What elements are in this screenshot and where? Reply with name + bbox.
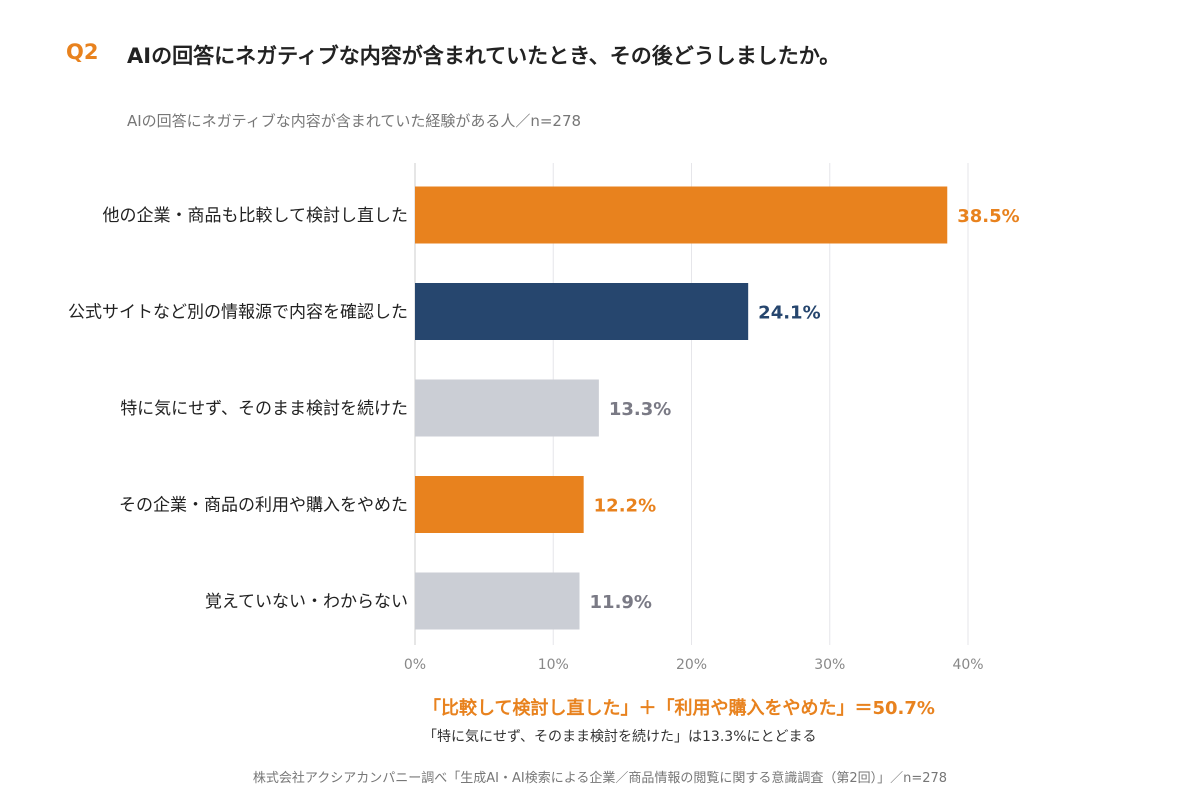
category-label: 公式サイトなど別の情報源で内容を確認した xyxy=(68,303,408,323)
x-tick-label: 10% xyxy=(538,657,569,673)
chart-title: AIの回答にネガティブな内容が含まれていたとき、その後どうしましたか。 xyxy=(127,44,841,68)
category-label: 覚えていない・わからない xyxy=(205,592,408,612)
x-tick-label: 40% xyxy=(952,657,983,673)
data-label: 38.5% xyxy=(957,206,1019,227)
chart-subtitle: AIの回答にネガティブな内容が含まれていた経験がある人／n=278 xyxy=(127,112,582,130)
category-label: 特に気にせず、そのまま検討を続けた xyxy=(120,399,408,419)
data-label: 13.3% xyxy=(609,399,671,420)
summary-text: 「比較して検討し直した」＋「利用や購入をやめた」＝50.7% xyxy=(423,698,935,719)
data-label: 12.2% xyxy=(594,496,656,517)
question-number: Q2 xyxy=(66,40,99,64)
bar xyxy=(415,186,948,244)
summary-note: 「特に気にせず、そのまま検討を続けた」は13.3%にとどまる xyxy=(423,729,817,745)
bar-chart: 0% 10% 20% 30% 40% 他の企業・商品も比較して検討し直した 38.5% 公式サ… xyxy=(68,163,1020,673)
bar xyxy=(415,476,584,533)
bar xyxy=(415,379,599,437)
bar xyxy=(415,283,749,340)
x-tick-label: 20% xyxy=(676,657,707,673)
category-label: 他の企業・商品も比較して検討し直した xyxy=(103,206,409,226)
source-credit: 株式会社アクシアカンパニー調べ「生成AI・AI検索による企業／商品情報の閲覧に関… xyxy=(252,771,948,786)
data-label: 11.9% xyxy=(590,592,652,613)
data-label: 24.1% xyxy=(758,303,820,324)
category-label: その企業・商品の利用や購入をやめた xyxy=(119,496,408,516)
x-tick-label: 0% xyxy=(404,657,426,673)
x-tick-label: 30% xyxy=(814,657,845,673)
bar xyxy=(415,572,580,630)
